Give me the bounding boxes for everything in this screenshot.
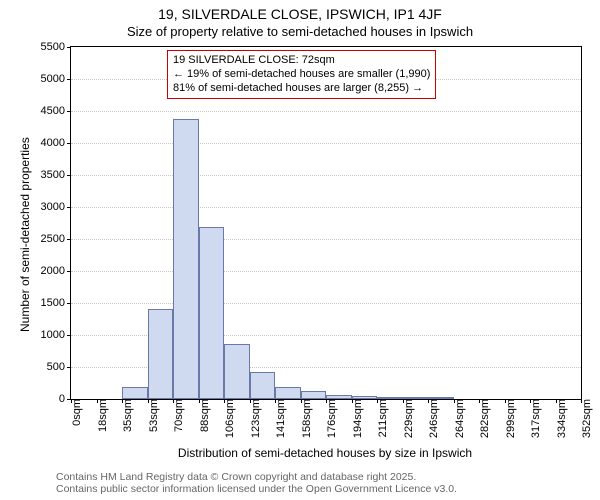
chart-container: 19, SILVERDALE CLOSE, IPSWICH, IP1 4JF S… — [0, 0, 600, 500]
chart-subtitle: Size of property relative to semi-detach… — [0, 24, 600, 39]
y-tick-label: 2500 — [41, 233, 71, 245]
x-tick-label: 35sqm — [118, 399, 134, 432]
y-tick-label: 5000 — [41, 73, 71, 85]
x-tick-label: 70sqm — [169, 399, 185, 432]
annotation-line: ← 19% of semi-detached houses are smalle… — [173, 68, 430, 82]
y-axis-label: Number of semi-detached properties — [18, 137, 32, 332]
x-tick-label: 211sqm — [373, 399, 389, 437]
y-tick-label: 3000 — [41, 201, 71, 213]
footer-line: Contains HM Land Registry data © Crown c… — [56, 471, 457, 484]
y-tick-label: 4000 — [41, 137, 71, 149]
grid-line — [71, 207, 581, 208]
annotation-line: 81% of semi-detached houses are larger (… — [173, 82, 430, 96]
x-tick-label: 317sqm — [526, 399, 542, 438]
x-tick-label: 334sqm — [552, 399, 568, 438]
y-tick-label: 500 — [47, 361, 71, 373]
y-tick-label: 2000 — [41, 265, 71, 277]
histogram-bar — [224, 344, 250, 399]
x-tick-label: 176sqm — [322, 399, 338, 438]
x-tick-label: 53sqm — [144, 399, 160, 432]
x-tick-label: 158sqm — [297, 399, 313, 438]
grid-line — [71, 303, 581, 304]
x-tick-label: 0sqm — [67, 399, 83, 426]
grid-line — [71, 143, 581, 144]
x-tick-label: 18sqm — [93, 399, 109, 432]
histogram-bar — [250, 372, 276, 399]
y-tick-label: 3500 — [41, 169, 71, 181]
y-tick-label: 1000 — [41, 329, 71, 341]
footer-line: Contains public sector information licen… — [56, 483, 457, 496]
y-tick-label: 1500 — [41, 297, 71, 309]
x-axis-label: Distribution of semi-detached houses by … — [70, 446, 580, 460]
x-tick-label: 229sqm — [399, 399, 415, 438]
x-tick-label: 88sqm — [195, 399, 211, 432]
x-tick-label: 106sqm — [220, 399, 236, 438]
histogram-bar — [301, 391, 327, 399]
grid-line — [71, 111, 581, 112]
histogram-bar — [122, 387, 148, 399]
x-tick-label: 352sqm — [577, 399, 593, 438]
grid-line — [71, 271, 581, 272]
plot-area: 0500100015002000250030003500400045005000… — [70, 46, 582, 400]
x-tick-label: 141sqm — [271, 399, 287, 438]
annotation-line: 19 SILVERDALE CLOSE: 72sqm — [173, 54, 430, 68]
x-tick-label: 264sqm — [450, 399, 466, 438]
x-tick-label: 282sqm — [475, 399, 491, 438]
x-tick-label: 123sqm — [246, 399, 262, 438]
x-tick-label: 194sqm — [348, 399, 364, 438]
y-tick-label: 4500 — [41, 105, 71, 117]
chart-title: 19, SILVERDALE CLOSE, IPSWICH, IP1 4JF — [0, 6, 600, 22]
x-tick-label: 246sqm — [424, 399, 440, 438]
grid-line — [71, 175, 581, 176]
footer-attribution: Contains HM Land Registry data © Crown c… — [56, 471, 457, 496]
x-tick-label: 299sqm — [501, 399, 517, 438]
y-tick-label: 5500 — [41, 41, 71, 53]
histogram-bar — [199, 227, 225, 399]
grid-line — [71, 239, 581, 240]
histogram-bar — [173, 119, 199, 399]
annotation-box: 19 SILVERDALE CLOSE: 72sqm← 19% of semi-… — [167, 50, 436, 99]
histogram-bar — [275, 387, 301, 399]
histogram-bar — [148, 309, 174, 399]
